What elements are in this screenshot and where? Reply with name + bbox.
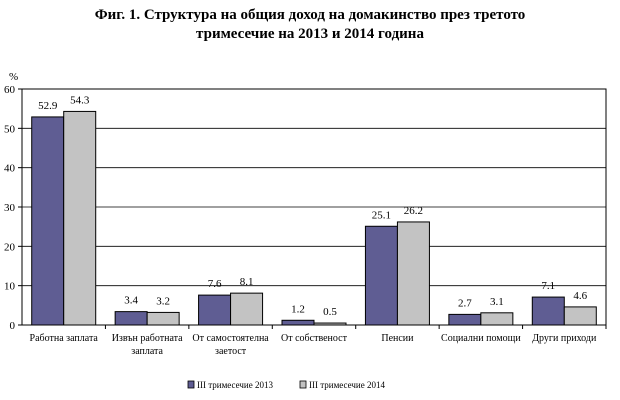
data-label: 3.1 bbox=[490, 296, 504, 308]
bar bbox=[114, 311, 148, 326]
bar bbox=[563, 306, 597, 326]
data-label: 8.1 bbox=[240, 276, 254, 288]
y-tick-label: 60 bbox=[4, 84, 16, 96]
bar bbox=[281, 319, 315, 326]
legend-label: III тримесечие 2014 bbox=[309, 380, 385, 390]
y-tick-labels: 0 10 20 30 40 50 60 bbox=[4, 84, 16, 332]
bar bbox=[364, 225, 398, 326]
data-label: 25.1 bbox=[372, 209, 391, 221]
data-label: 4.6 bbox=[573, 290, 587, 302]
data-labels: 52.9 54.3 3.4 3.2 7.6 8.1 1.2 0.5 25.1 26.2 2.7 3.1… bbox=[38, 94, 588, 318]
y-tick-label: 0 bbox=[10, 320, 16, 332]
legend-label: III тримесечие 2013 bbox=[197, 380, 273, 390]
bar bbox=[31, 116, 65, 326]
data-label: 0.5 bbox=[323, 306, 337, 318]
category-labels: Работна заплата Извън работната заплата От … bbox=[30, 333, 597, 357]
y-tick-label: 10 bbox=[4, 281, 16, 293]
legend: III тримесечие 2013 III тримесечие 2014 bbox=[187, 380, 385, 390]
category-label: заетост bbox=[215, 346, 247, 357]
bar bbox=[198, 294, 232, 326]
y-tick-label: 50 bbox=[4, 123, 16, 135]
chart-title: Фиг. 1. Структура на общия доход на дома… bbox=[0, 6, 620, 44]
data-label: 52.9 bbox=[38, 100, 58, 112]
data-label: 7.1 bbox=[541, 280, 555, 292]
category-label: От собственост bbox=[281, 333, 348, 344]
category-label: Социални помощи bbox=[441, 333, 521, 344]
bar bbox=[396, 221, 430, 326]
category-label: От самостоятелна bbox=[192, 333, 269, 344]
category-label: Работна заплата bbox=[30, 333, 99, 344]
data-label: 26.2 bbox=[404, 205, 423, 217]
data-label: 7.6 bbox=[208, 278, 222, 290]
data-label: 3.2 bbox=[156, 295, 170, 307]
chart-title-line-1: Фиг. 1. Структура на общия доход на дома… bbox=[94, 7, 526, 23]
data-label: 54.3 bbox=[70, 94, 90, 106]
y-tick-label: 20 bbox=[4, 241, 16, 253]
y-tick-label: 40 bbox=[4, 163, 16, 175]
data-label: 1.2 bbox=[291, 303, 305, 315]
bars bbox=[31, 110, 597, 326]
data-label: 2.7 bbox=[458, 297, 472, 309]
bar bbox=[63, 110, 97, 326]
axes bbox=[18, 88, 607, 329]
bar bbox=[480, 312, 514, 326]
category-label: заплата bbox=[131, 346, 163, 357]
bar bbox=[146, 311, 180, 326]
bar bbox=[230, 292, 264, 326]
chart-title-line-2: тримесечие на 2013 и 2014 година bbox=[196, 26, 424, 42]
legend-swatch bbox=[299, 380, 307, 389]
category-label: Пенсии bbox=[381, 333, 414, 344]
y-tick-label: 30 bbox=[4, 202, 16, 214]
data-label: 3.4 bbox=[124, 295, 138, 307]
bar bbox=[531, 296, 565, 326]
gridlines bbox=[22, 127, 606, 287]
legend-swatch bbox=[187, 380, 195, 389]
category-label: Извън работната bbox=[112, 333, 183, 344]
category-label: Други приходи bbox=[532, 333, 597, 344]
y-axis-label: % bbox=[9, 71, 18, 83]
bar bbox=[448, 313, 482, 326]
